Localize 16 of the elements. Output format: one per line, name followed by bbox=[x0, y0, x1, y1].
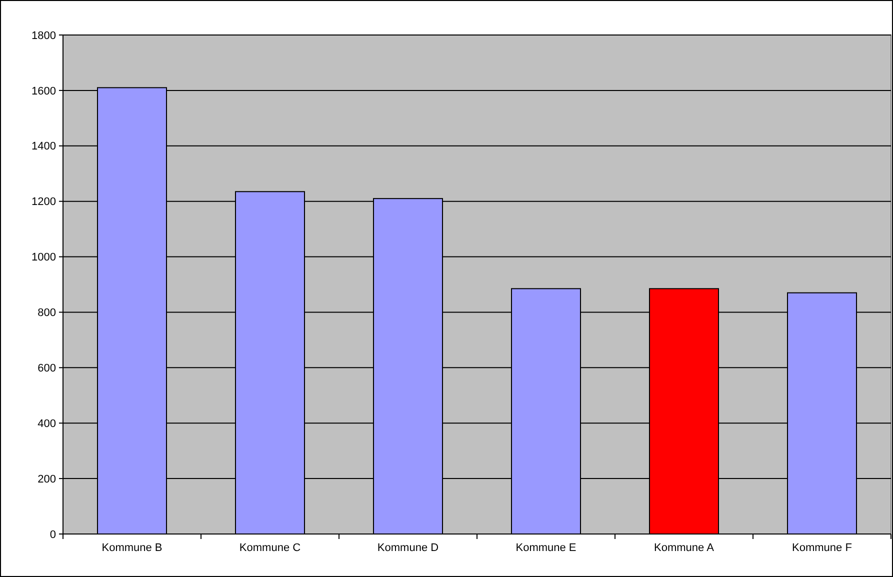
x-tick-label: Kommune D bbox=[377, 542, 439, 554]
y-tick-label: 0 bbox=[50, 528, 56, 541]
y-tick-label: 1400 bbox=[32, 140, 56, 153]
y-tick-label: 1200 bbox=[32, 196, 56, 208]
y-tick-label: 1800 bbox=[32, 30, 56, 42]
y-tick-label: 1600 bbox=[32, 85, 56, 98]
y-tick-label: 1000 bbox=[32, 252, 56, 264]
x-tick-label: Kommune A bbox=[654, 542, 715, 554]
x-tick-label: Kommune E bbox=[516, 542, 576, 554]
y-tick-label: 600 bbox=[38, 362, 56, 375]
y-tick-label: 800 bbox=[38, 307, 56, 320]
x-tick-label: Kommune F bbox=[792, 542, 852, 554]
x-tick-label: Kommune C bbox=[239, 542, 301, 554]
x-tick-label: Kommune B bbox=[102, 542, 162, 554]
y-tick-label: 400 bbox=[38, 418, 56, 430]
y-tick-label: 200 bbox=[38, 473, 56, 486]
